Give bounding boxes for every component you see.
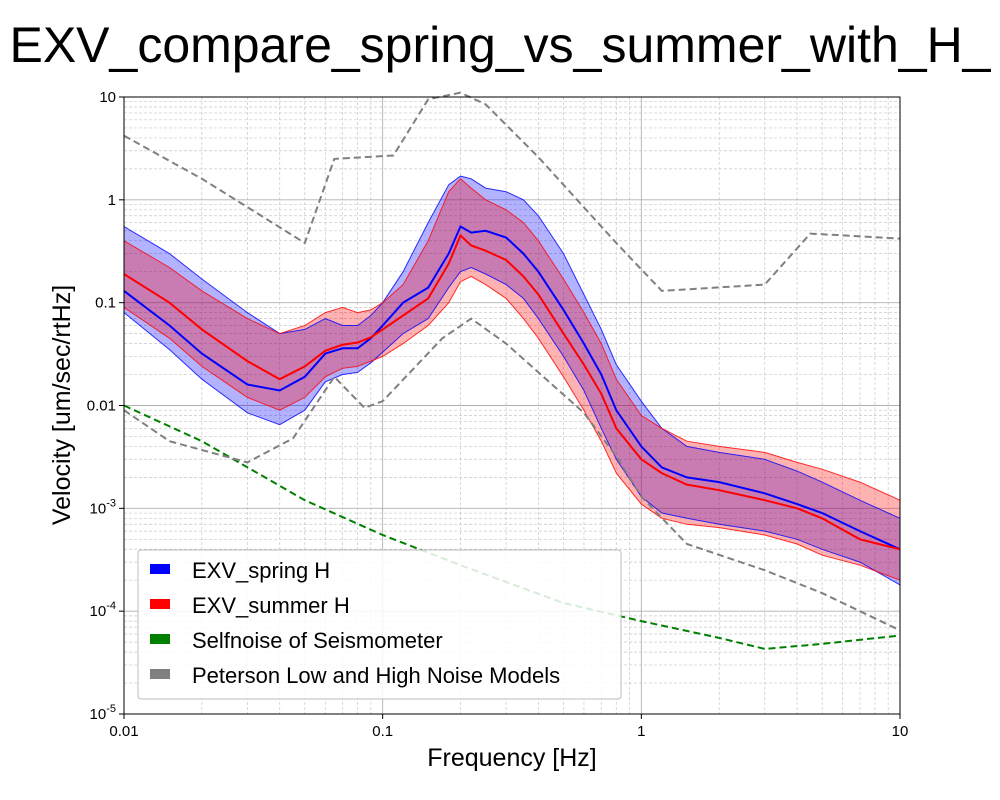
y-tick-label: 0.1 [95, 295, 116, 312]
legend: EXV_spring H EXV_summer H Selfnoise of S… [137, 549, 622, 700]
x-tick-label: 1 [637, 723, 645, 740]
median-line-exv-spring-h [123, 225, 901, 551]
y-tick-label: 10-5 [90, 703, 116, 723]
y-axis-label: Velocity [um/sec/rtHz] [48, 285, 76, 525]
y-tick-label: 10-4 [90, 600, 116, 620]
legend-box [137, 549, 622, 700]
legend-label-peterson: Peterson Low and High Noise Models [192, 663, 560, 688]
legend-label-summer: EXV_summer H [192, 593, 350, 618]
dashed-line-peterson-low-and-high-noise-models-0 [123, 91, 901, 292]
x-axis-ticks: 0.01 0.1 1 10 [109, 714, 908, 740]
legend-swatch-summer [150, 599, 170, 609]
y-axis-ticks: 10-5 10-4 10-3 0.01 0.1 1 10 [87, 89, 124, 723]
dashed-line-peterson-low-and-high-noise-models-1 [123, 317, 901, 632]
series-lines [123, 91, 901, 650]
upper-line-exv-spring-h [123, 175, 901, 519]
x-tick-label: 10 [892, 723, 909, 740]
x-axis-label: Frequency [Hz] [427, 744, 597, 772]
legend-swatch-spring [150, 564, 170, 574]
x-tick-label: 0.01 [109, 723, 138, 740]
y-tick-label: 10-3 [90, 497, 116, 517]
band-exv-spring-h [124, 176, 900, 585]
legend-swatch-peterson [150, 669, 170, 679]
legend-label-selfnoise: Selfnoise of Seismometer [192, 628, 443, 653]
y-tick-label: 1 [108, 192, 116, 209]
y-tick-label: 0.01 [87, 398, 116, 415]
x-tick-label: 0.1 [372, 723, 393, 740]
legend-label-spring: EXV_spring H [192, 558, 330, 583]
legend-swatch-selfnoise [150, 634, 170, 644]
lower-line-exv-spring-h [123, 266, 901, 586]
median-line-exv-summer-h [123, 233, 901, 551]
lower-line-exv-summer-h [123, 275, 901, 581]
upper-line-exv-summer-h [123, 178, 901, 501]
dashed-line-selfnoise-of-seismometer-0 [123, 404, 901, 650]
y-tick-label: 10 [99, 89, 116, 106]
chart-title: EXV_compare_spring_vs_summer_with_H_ [9, 17, 991, 73]
